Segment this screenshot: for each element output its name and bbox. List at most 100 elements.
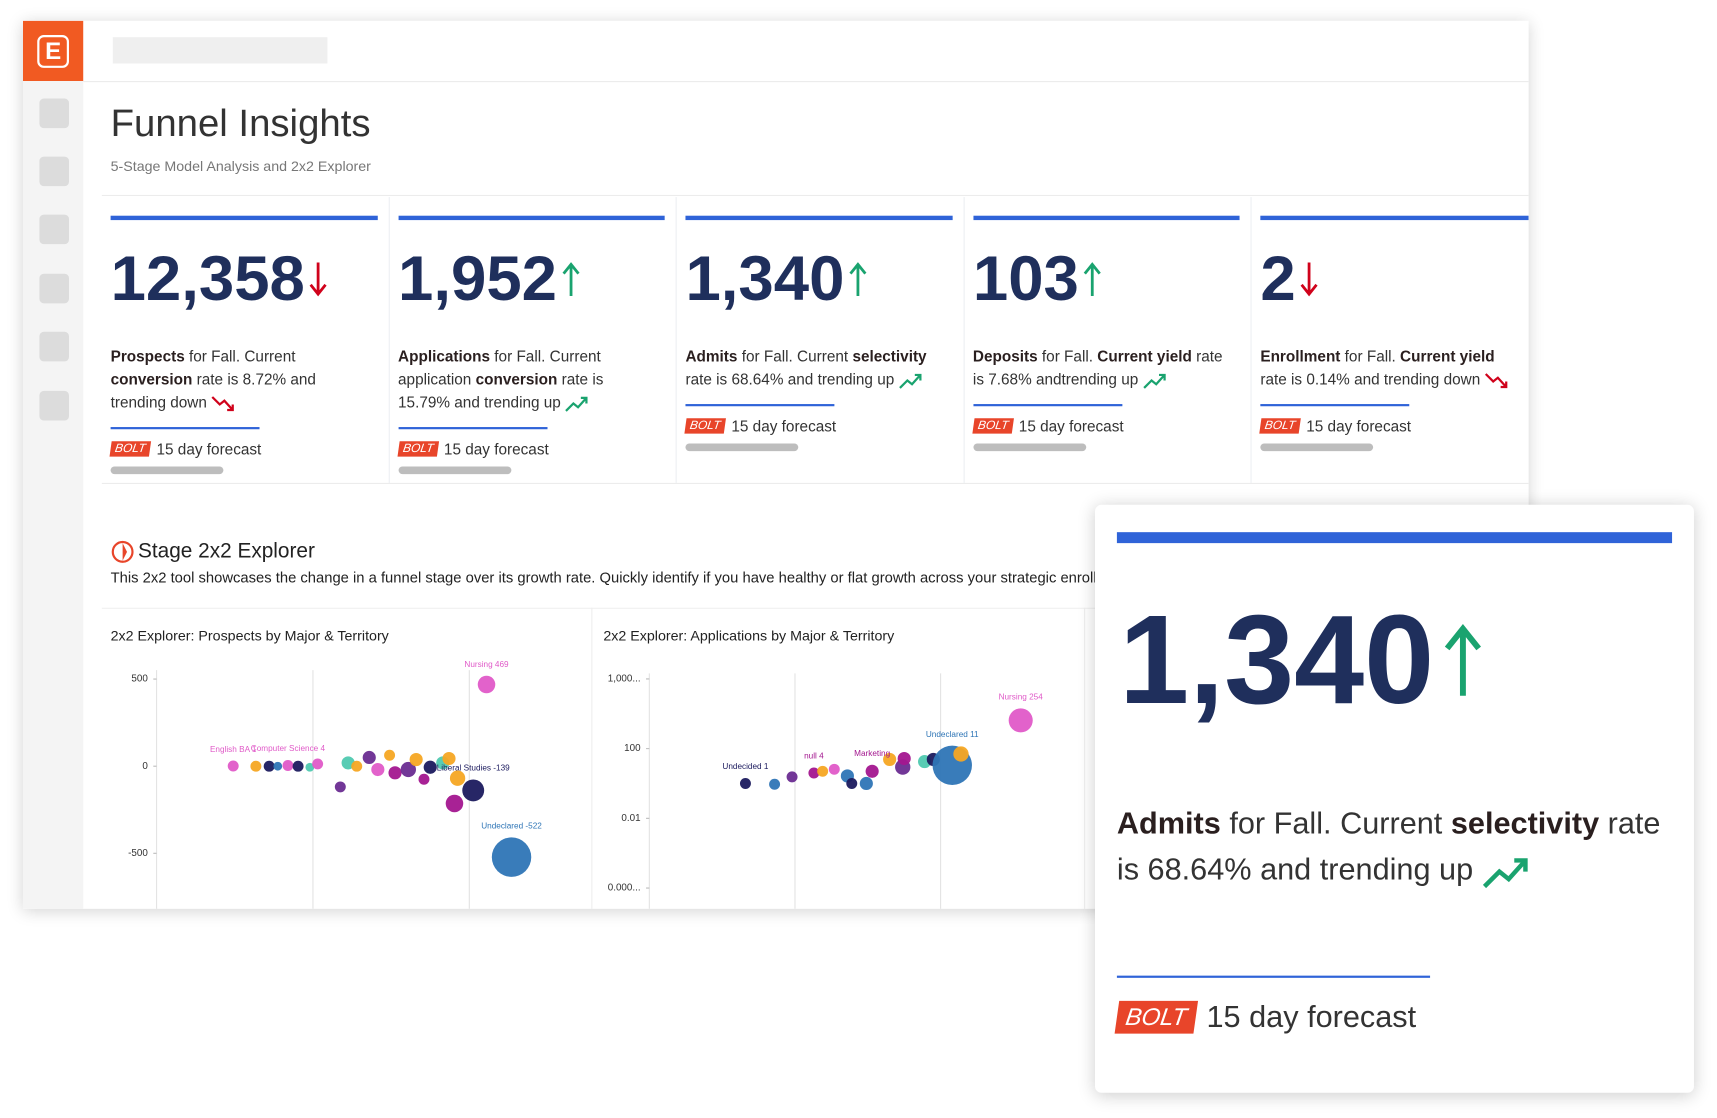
kpi-card: 103 Deposits for Fall. Current yield rate… (964, 197, 1252, 483)
description-text: rate is 8.72% and trending down (110, 370, 316, 411)
callout-underline (1116, 975, 1431, 978)
data-point (846, 777, 858, 789)
kpi-value: 1,340 (685, 243, 845, 315)
data-point (897, 751, 911, 766)
arrow-path (849, 262, 867, 296)
nav-icon[interactable] (39, 214, 69, 245)
description-text: rate is 15.79% and trending up (398, 370, 604, 411)
data-point (388, 766, 402, 780)
trend-arrow (849, 262, 867, 296)
arrow-path (310, 262, 328, 297)
panel-divider (591, 607, 593, 909)
kpi-forecast: BOLT 15 day forecast (396, 440, 665, 458)
scatter-chart: 1,000... 100 0.01 0.000... Undecided 1 null 4… (608, 673, 1043, 909)
kpi-description: Admits for Fall. Current selectivity rat… (685, 345, 939, 391)
badge: BOLT (396, 441, 439, 457)
data-point (739, 777, 751, 789)
search-placeholder[interactable] (112, 37, 328, 64)
page-title: Funnel Insights (110, 101, 371, 145)
kpi-value: 12,358 (110, 243, 305, 315)
data-point (334, 781, 346, 793)
sparkline-path (211, 395, 235, 411)
explorer-icon (111, 540, 134, 563)
description-text: for Fall. Current (737, 347, 853, 365)
description-text: Admits (1116, 805, 1221, 840)
logo[interactable]: E (22, 20, 84, 82)
divider (101, 194, 1529, 197)
kpi-forecast: BOLT 15 day forecast (971, 417, 1240, 435)
data-point (400, 761, 416, 778)
point-label: Computer Science 4 (251, 744, 326, 753)
nav-icon[interactable] (39, 156, 69, 187)
sparkline-path (565, 396, 589, 412)
trend-sparkline (211, 395, 235, 411)
data-point (292, 760, 304, 772)
page-subtitle: 5-Stage Model Analysis and 2x2 Explorer (110, 157, 371, 175)
data-point (477, 675, 496, 694)
data-point (312, 758, 324, 770)
loading-bar (685, 443, 799, 452)
data-point (371, 762, 385, 777)
callout-bar (1116, 532, 1673, 544)
nav-icon[interactable] (39, 98, 69, 129)
badge: BOLT (971, 418, 1014, 434)
kpi-forecast: BOLT 15 day forecast (109, 440, 378, 458)
kpi-number: 103 (973, 242, 1240, 316)
sparkline-path (1485, 372, 1508, 388)
forecast-text: 15 day forecast (443, 440, 549, 458)
badge: BOLT (109, 441, 152, 457)
arrow-path (1445, 624, 1482, 696)
kpi-value: 103 (972, 243, 1079, 315)
description-text: rate is 68.64% and trending up (685, 370, 895, 388)
nav-icon[interactable] (39, 390, 69, 421)
callout-forecast: BOLT 15 day forecast (1114, 1000, 1416, 1035)
nav-icon[interactable] (39, 273, 69, 304)
trend-arrow (1445, 624, 1482, 696)
y-tick-label: 0.01 (621, 813, 640, 824)
forecast-text: 15 day forecast (731, 417, 837, 435)
y-tick-label: -500 (128, 848, 148, 859)
data-point (282, 760, 294, 771)
data-point (445, 794, 464, 813)
badge: BOLT (684, 418, 726, 434)
description-text: conversion (110, 370, 193, 388)
kpi-number: 2 (1260, 242, 1528, 316)
kpi-row: 12,358 Prospects for Fall. Current conver… (102, 197, 1529, 483)
sidebar (22, 81, 84, 909)
data-point (263, 760, 275, 772)
description-text: for Fall. Current (1220, 805, 1451, 840)
kpi-forecast: BOLT 15 day forecast (1259, 417, 1528, 435)
kpi-card: 2 Enrollment for Fall. Current yield rate… (1252, 197, 1529, 483)
badge: BOLT (1259, 418, 1301, 434)
kpi-description: Deposits for Fall. Current yield rate is… (973, 345, 1227, 391)
kpi-bar (1260, 215, 1529, 221)
data-point (953, 746, 969, 762)
trend-sparkline (899, 373, 922, 389)
kpi-description: Applications for Fall. Current applicati… (398, 345, 652, 414)
arrow-path (1300, 262, 1318, 297)
loading-bar (398, 466, 511, 475)
description-text: for Fall. (1037, 347, 1098, 365)
kpi-bar (398, 215, 665, 221)
nav-icon[interactable] (39, 331, 69, 362)
loading-bar (972, 443, 1086, 452)
data-point (362, 750, 376, 765)
sparkline-path (899, 373, 922, 389)
data-point (449, 770, 466, 786)
kpi-underline (110, 427, 260, 430)
data-point (409, 753, 423, 767)
kpi-bar (110, 215, 378, 221)
trend-sparkline (565, 396, 589, 412)
kpi-value: 1,340 (1119, 590, 1435, 731)
explorer-title: Stage 2x2 Explorer (137, 539, 315, 563)
callout-description: Admits for Fall. Current selectivity rat… (1117, 800, 1665, 892)
data-point (817, 765, 829, 777)
description-text: Admits (685, 347, 738, 365)
data-point (250, 760, 262, 772)
sparkline-path (1143, 373, 1166, 389)
divider (101, 607, 1529, 609)
data-point (865, 764, 879, 778)
loading-bar (110, 466, 224, 475)
trend-arrow (1084, 262, 1102, 296)
